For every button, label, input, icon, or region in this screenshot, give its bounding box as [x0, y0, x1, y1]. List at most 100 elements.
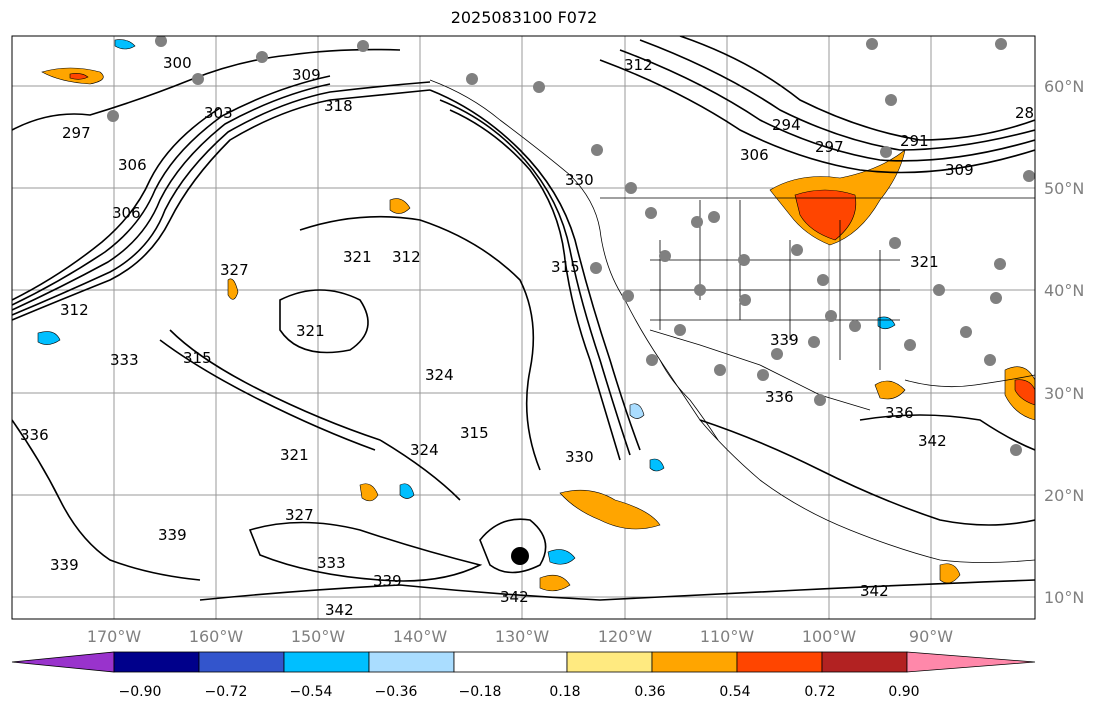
contour-label: 306 [118, 156, 147, 174]
contour-ne-2 [619, 49, 1035, 162]
cool-anomaly-nw [114, 39, 136, 50]
contour-label: 342 [325, 601, 354, 619]
contour-label: 315 [183, 349, 212, 367]
colorbar-segment [368, 651, 455, 673]
colorbar-tick-label: −0.18 [458, 684, 502, 700]
contour-label: 312 [60, 301, 89, 319]
contour-jet-2 [12, 81, 431, 316]
contour-label: 339 [50, 556, 79, 574]
north-american-coast [429, 79, 1035, 563]
contour-label: 342 [860, 582, 889, 600]
contour-label: 28 [1015, 104, 1034, 122]
colorbar-tick-label: 0.90 [888, 684, 920, 700]
colorbar-segment [198, 651, 285, 673]
lon-label: 110°W [699, 627, 755, 646]
contour-label: 321 [343, 248, 372, 266]
contour-labels: 300 309 303 318 297 306 306 312 321 327 … [20, 54, 1034, 619]
contour-ridge-3 [449, 109, 621, 461]
contour-ridge-2 [439, 99, 631, 456]
contour-jet-1 [12, 89, 431, 321]
contour-label: 327 [285, 506, 314, 524]
contour-label: 321 [296, 322, 325, 340]
contour-label: 306 [740, 146, 769, 164]
colorbar-segment [736, 651, 823, 673]
contour-label: 336 [20, 426, 49, 444]
coastlines [429, 79, 1035, 563]
colorbar-tick-label: −0.90 [118, 684, 162, 700]
cyclone-center-marker [511, 547, 529, 565]
contour-trough [169, 329, 461, 501]
colorbar-tick-label: 0.36 [634, 684, 666, 700]
us-mexico-border [649, 329, 871, 411]
colorbar-segment [651, 651, 738, 673]
lon-label: 170°W [86, 627, 142, 646]
lat-label: 40°N [1044, 281, 1085, 300]
contour-label: 318 [324, 97, 353, 115]
lon-label: 160°W [188, 627, 244, 646]
contour-mid [299, 215, 541, 471]
contour-label: 300 [163, 54, 192, 72]
red-spot-gulf [1014, 379, 1035, 406]
baja-california [659, 359, 719, 441]
red-spot-nw [69, 73, 89, 80]
contour-label: 291 [900, 132, 929, 150]
lat-label: 50°N [1044, 179, 1085, 198]
map-area [12, 36, 1035, 619]
colorbar-tick-label: 0.54 [719, 684, 751, 700]
contour-label: 342 [918, 432, 947, 450]
contour-label: 339 [158, 526, 187, 544]
lon-label: 120°W [597, 627, 653, 646]
contour-label: 312 [392, 248, 421, 266]
contour-jet-3 [12, 83, 331, 311]
contour-label: 336 [765, 388, 794, 406]
contour-label: 309 [945, 161, 974, 179]
colorbar-tick-label: −0.54 [289, 684, 333, 700]
contour-label: 297 [815, 138, 844, 156]
colorbar-segment [453, 651, 568, 673]
lon-label: 150°W [290, 627, 346, 646]
contour-label: 309 [292, 66, 321, 84]
lat-label: 60°N [1044, 77, 1085, 96]
colorbar-segment [821, 651, 908, 673]
colorbar-tick-label: 0.72 [804, 684, 836, 700]
contour-label: 330 [565, 448, 594, 466]
contour-label: 324 [425, 366, 454, 384]
map-frame [11, 35, 1036, 620]
contour-south [199, 579, 1035, 601]
contour-loop-321 [279, 289, 369, 354]
lat-label: 20°N [1044, 486, 1085, 505]
contour-label: 330 [565, 171, 594, 189]
strong-anomaly-plains [794, 189, 857, 241]
colorbar-segment [283, 651, 370, 673]
colorbar-segment [566, 651, 653, 673]
colorbar-segment [113, 651, 200, 673]
contour-gulf [859, 414, 1035, 451]
colorbar-tick-label: −0.72 [204, 684, 248, 700]
contour-southwest [12, 419, 201, 581]
colorbar-tick-label: 0.18 [549, 684, 581, 700]
warm-anomaly-pacific [559, 489, 661, 530]
lat-label: 10°N [1044, 588, 1085, 607]
shaded-anomalies [37, 39, 1035, 592]
contour-label: 324 [410, 441, 439, 459]
contour-label: 297 [62, 124, 91, 142]
contour-mexico [699, 419, 1035, 526]
contour-label: 321 [280, 446, 309, 464]
contour-label: 315 [460, 424, 489, 442]
contour-trough-2 [159, 339, 376, 451]
contour-label: 339 [770, 331, 799, 349]
contour-label: 333 [110, 351, 139, 369]
colorbar-high-extension [906, 651, 1036, 673]
contour-label: 315 [551, 258, 580, 276]
theta-contours [12, 36, 1035, 601]
colorbar [11, 651, 1036, 673]
contour-nw-wave [12, 48, 401, 131]
map-title: 2025083100 F072 [450, 8, 598, 27]
contour-jet-5 [12, 107, 221, 301]
contour-label: 306 [112, 204, 141, 222]
contour-label: 294 [772, 116, 801, 134]
contour-label: 321 [910, 253, 939, 271]
lon-label: 140°W [392, 627, 448, 646]
colorbar-low-extension [11, 651, 115, 673]
